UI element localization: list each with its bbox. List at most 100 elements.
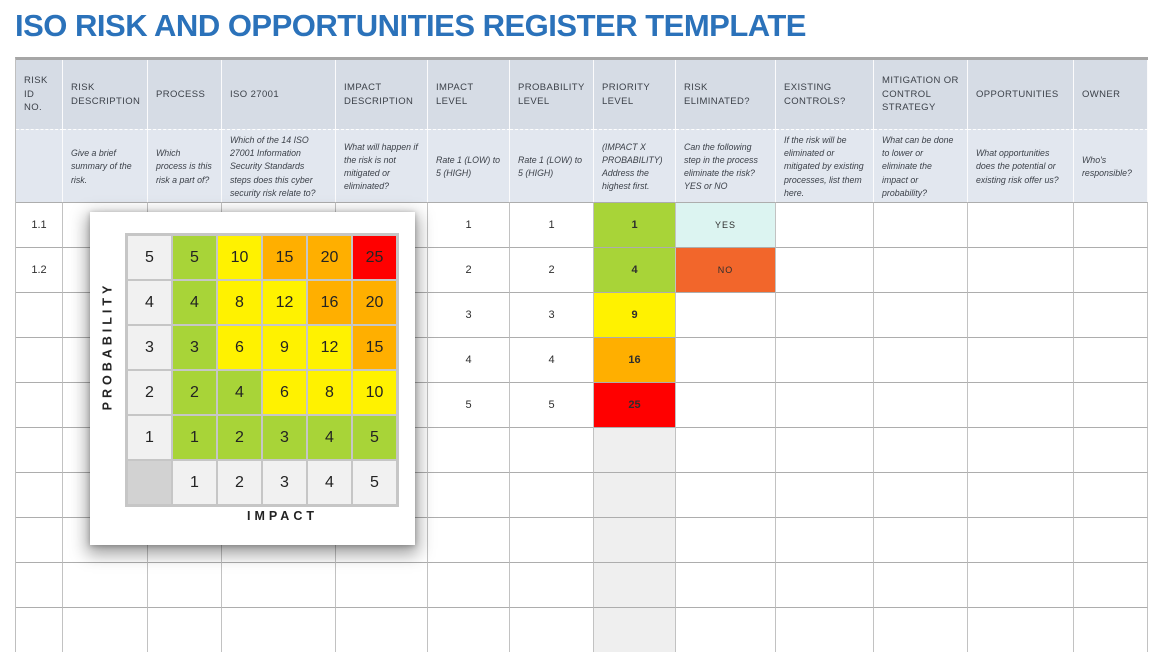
cell-existing_controls[interactable]	[776, 607, 874, 652]
cell-mitigation_strategy[interactable]	[874, 472, 968, 517]
cell-risk_eliminated[interactable]	[676, 382, 776, 427]
cell-priority_level[interactable]: 9	[594, 292, 676, 337]
cell-impact_description[interactable]	[336, 562, 428, 607]
cell-mitigation_strategy[interactable]	[874, 337, 968, 382]
cell-priority_level[interactable]	[594, 562, 676, 607]
cell-impact_level[interactable]	[428, 562, 510, 607]
cell-probability_level[interactable]: 1	[510, 202, 594, 247]
cell-opportunities[interactable]	[968, 562, 1074, 607]
cell-risk_eliminated[interactable]	[676, 517, 776, 562]
cell-risk_eliminated[interactable]	[676, 607, 776, 652]
cell-probability_level[interactable]: 5	[510, 382, 594, 427]
cell-impact_level[interactable]	[428, 517, 510, 562]
cell-impact_level[interactable]: 2	[428, 247, 510, 292]
cell-risk_eliminated[interactable]	[676, 562, 776, 607]
cell-opportunities[interactable]	[968, 382, 1074, 427]
cell-risk_id[interactable]	[16, 472, 63, 517]
cell-probability_level[interactable]: 2	[510, 247, 594, 292]
cell-existing_controls[interactable]	[776, 562, 874, 607]
cell-existing_controls[interactable]	[776, 427, 874, 472]
cell-probability_level[interactable]	[510, 607, 594, 652]
cell-impact_level[interactable]: 5	[428, 382, 510, 427]
cell-owner[interactable]	[1074, 337, 1148, 382]
cell-mitigation_strategy[interactable]	[874, 382, 968, 427]
cell-risk_id[interactable]: 1.1	[16, 202, 63, 247]
cell-mitigation_strategy[interactable]	[874, 562, 968, 607]
cell-impact_level[interactable]: 1	[428, 202, 510, 247]
cell-risk_description[interactable]	[63, 607, 148, 652]
cell-impact_level[interactable]	[428, 472, 510, 517]
cell-impact_description[interactable]	[336, 607, 428, 652]
cell-priority_level[interactable]	[594, 607, 676, 652]
cell-owner[interactable]	[1074, 517, 1148, 562]
cell-process[interactable]	[148, 607, 222, 652]
cell-mitigation_strategy[interactable]	[874, 247, 968, 292]
cell-opportunities[interactable]	[968, 337, 1074, 382]
cell-mitigation_strategy[interactable]	[874, 427, 968, 472]
cell-opportunities[interactable]	[968, 427, 1074, 472]
cell-risk_eliminated[interactable]	[676, 472, 776, 517]
cell-owner[interactable]	[1074, 292, 1148, 337]
cell-probability_level[interactable]	[510, 562, 594, 607]
column-description-probability_level: Rate 1 (LOW) to 5 (HIGH)	[510, 129, 594, 204]
cell-risk_description[interactable]	[63, 562, 148, 607]
cell-mitigation_strategy[interactable]	[874, 202, 968, 247]
cell-opportunities[interactable]	[968, 247, 1074, 292]
cell-risk_id[interactable]	[16, 337, 63, 382]
cell-existing_controls[interactable]	[776, 247, 874, 292]
cell-risk_id[interactable]	[16, 292, 63, 337]
cell-priority_level[interactable]	[594, 427, 676, 472]
cell-priority_level[interactable]: 1	[594, 202, 676, 247]
cell-iso_27001[interactable]	[222, 562, 336, 607]
cell-risk_id[interactable]	[16, 382, 63, 427]
cell-risk_eliminated[interactable]	[676, 427, 776, 472]
cell-opportunities[interactable]	[968, 202, 1074, 247]
cell-priority_level[interactable]: 25	[594, 382, 676, 427]
cell-risk_eliminated[interactable]	[676, 292, 776, 337]
cell-risk_eliminated[interactable]: YES	[676, 202, 776, 247]
cell-process[interactable]	[148, 562, 222, 607]
cell-impact_level[interactable]	[428, 427, 510, 472]
cell-priority_level[interactable]	[594, 472, 676, 517]
cell-iso_27001[interactable]	[222, 607, 336, 652]
cell-owner[interactable]	[1074, 427, 1148, 472]
cell-impact_level[interactable]	[428, 607, 510, 652]
cell-existing_controls[interactable]	[776, 472, 874, 517]
cell-probability_level[interactable]	[510, 427, 594, 472]
cell-probability_level[interactable]: 4	[510, 337, 594, 382]
cell-probability_level[interactable]	[510, 517, 594, 562]
cell-opportunities[interactable]	[968, 292, 1074, 337]
cell-priority_level[interactable]	[594, 517, 676, 562]
cell-risk_id[interactable]: 1.2	[16, 247, 63, 292]
cell-owner[interactable]	[1074, 472, 1148, 517]
cell-existing_controls[interactable]	[776, 337, 874, 382]
cell-risk_eliminated[interactable]: NO	[676, 247, 776, 292]
cell-owner[interactable]	[1074, 247, 1148, 292]
column-header-process: PROCESS	[148, 60, 222, 129]
cell-probability_level[interactable]: 3	[510, 292, 594, 337]
cell-risk_eliminated[interactable]	[676, 337, 776, 382]
cell-priority_level[interactable]: 4	[594, 247, 676, 292]
cell-risk_id[interactable]	[16, 517, 63, 562]
cell-owner[interactable]	[1074, 607, 1148, 652]
cell-owner[interactable]	[1074, 562, 1148, 607]
cell-mitigation_strategy[interactable]	[874, 292, 968, 337]
cell-existing_controls[interactable]	[776, 202, 874, 247]
cell-risk_id[interactable]	[16, 562, 63, 607]
cell-opportunities[interactable]	[968, 607, 1074, 652]
cell-owner[interactable]	[1074, 202, 1148, 247]
cell-existing_controls[interactable]	[776, 382, 874, 427]
cell-owner[interactable]	[1074, 382, 1148, 427]
cell-existing_controls[interactable]	[776, 517, 874, 562]
cell-existing_controls[interactable]	[776, 292, 874, 337]
cell-mitigation_strategy[interactable]	[874, 607, 968, 652]
cell-impact_level[interactable]: 3	[428, 292, 510, 337]
cell-risk_id[interactable]	[16, 607, 63, 652]
cell-probability_level[interactable]	[510, 472, 594, 517]
cell-opportunities[interactable]	[968, 517, 1074, 562]
cell-impact_level[interactable]: 4	[428, 337, 510, 382]
cell-opportunities[interactable]	[968, 472, 1074, 517]
cell-priority_level[interactable]: 16	[594, 337, 676, 382]
cell-mitigation_strategy[interactable]	[874, 517, 968, 562]
cell-risk_id[interactable]	[16, 427, 63, 472]
